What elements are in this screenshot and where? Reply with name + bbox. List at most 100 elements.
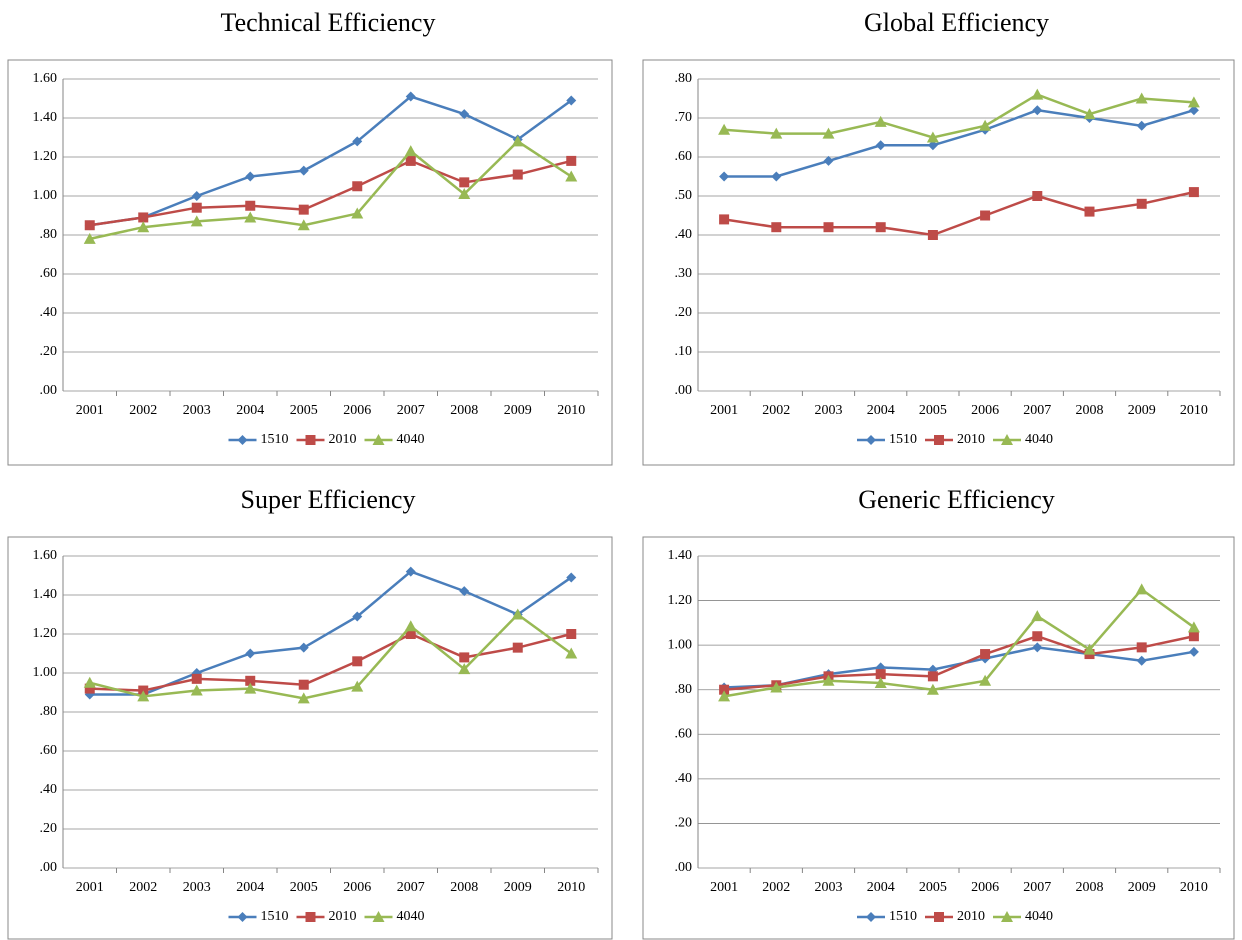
legend-marker [1001,434,1013,445]
legend-item: 2010 [296,432,357,447]
x-tick-label: 2003 [815,403,843,418]
y-tick-label: .40 [675,771,693,786]
x-tick-label: 2009 [1128,880,1156,895]
marker [874,115,887,127]
x-tick-label: 2002 [762,403,790,418]
marker [459,177,470,188]
marker [351,680,364,692]
marker [405,91,416,102]
series-line [89,139,572,241]
legend-marker [372,434,385,445]
chart-title: Generic Efficiency [858,485,1055,514]
legend-item: 1510 [857,909,917,924]
legend-item: 1510 [857,432,917,447]
x-tick-label: 2009 [504,880,532,895]
legend-label: 1510 [261,909,289,924]
legend-label: 2010 [329,909,357,924]
marker [351,207,364,219]
x-tick-label: 2004 [867,880,895,895]
marker [137,221,150,233]
x-tick-label: 2006 [343,880,371,895]
x-tick-label: 2004 [867,403,895,418]
marker [1135,583,1148,595]
y-tick-label: .60 [675,149,693,164]
marker [875,140,886,151]
y-tick-label: 1.00 [668,637,693,652]
legend-item: 4040 [364,909,425,924]
marker [405,155,416,166]
x-tick-label: 2002 [762,880,790,895]
x-tick-label: 2010 [1180,403,1208,418]
x-tick-label: 2005 [919,403,947,418]
marker [84,683,95,694]
x-tick-label: 2003 [183,880,211,895]
marker [823,222,834,233]
y-tick-label: 1.00 [33,188,58,203]
marker [458,188,471,200]
legend-label: 4040 [397,432,425,447]
marker [770,127,783,139]
marker [1135,92,1148,104]
x-tick-label: 2008 [450,403,478,418]
legend-label: 2010 [957,909,985,924]
marker [1136,642,1147,653]
x-tick-label: 2005 [290,880,318,895]
marker [980,210,991,221]
marker [404,145,417,157]
legend-marker [934,912,944,922]
y-tick-label: 1.40 [668,548,693,563]
marker [352,656,363,667]
marker [1032,631,1043,642]
marker [1136,198,1147,209]
marker [511,135,524,147]
y-tick-label: .50 [675,188,693,203]
marker [1031,610,1044,622]
y-tick-label: 1.40 [33,587,58,602]
marker [771,171,782,182]
chart: Global Efficiency .00 .10 .20 .30 .40 .50 .60 .7… [642,8,1235,466]
marker [512,642,523,653]
marker [298,204,309,215]
marker [719,171,730,182]
y-tick-label: .20 [40,821,58,836]
x-tick-label: 2010 [557,403,585,418]
x-tick-label: 2006 [971,403,999,418]
x-tick-label: 2005 [919,880,947,895]
marker [459,652,470,663]
series-line [89,95,572,227]
y-tick-label: .40 [675,227,693,242]
x-tick-label: 2001 [710,880,738,895]
marker [822,674,835,686]
marker [565,647,578,659]
marker [770,681,783,693]
x-tick-label: 2003 [183,403,211,418]
x-tick-label: 2010 [557,880,585,895]
chart: Technical Efficiency .00 .20 .40 .60 .80 1.00 1… [7,8,613,466]
legend-label: 1510 [889,432,917,447]
x-tick-label: 2002 [129,403,157,418]
y-tick-label: .80 [40,227,58,242]
series-line [723,587,1195,698]
legend-item: 1510 [228,909,289,924]
legend-marker [372,911,385,922]
marker [1188,646,1199,657]
x-tick-label: 2001 [710,403,738,418]
series-line [89,159,572,227]
marker [244,211,257,223]
marker [245,171,256,182]
marker [137,690,150,702]
chart-frame [7,536,613,940]
marker [718,123,731,135]
marker [512,169,523,180]
x-tick-label: 2005 [290,403,318,418]
marker [1188,105,1199,116]
marker [823,155,834,166]
marker [191,673,202,684]
marker [1032,105,1043,116]
marker [297,692,310,704]
legend-label: 2010 [957,432,985,447]
x-tick-label: 2003 [815,880,843,895]
y-tick-label: .70 [675,110,693,125]
marker [566,95,577,106]
x-tick-label: 2007 [397,403,425,418]
